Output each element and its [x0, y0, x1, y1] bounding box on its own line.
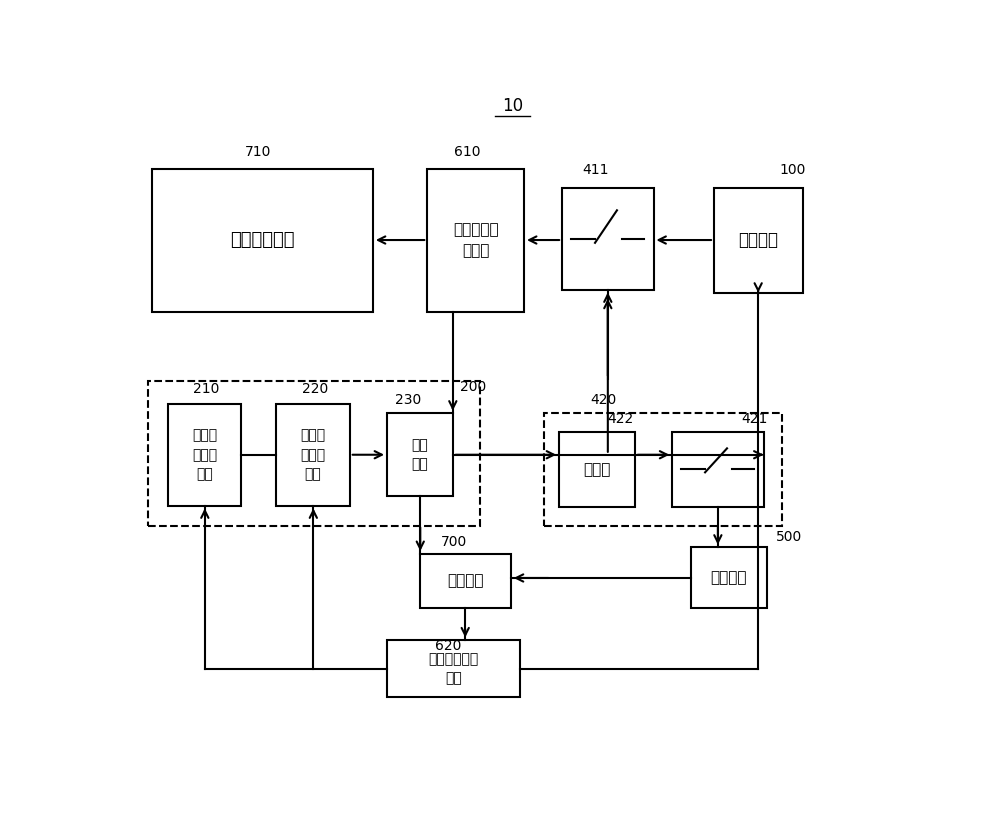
Text: 第二温
度检测
装置: 第二温 度检测 装置 — [300, 428, 326, 481]
Bar — [691, 548, 767, 609]
Bar — [562, 188, 654, 290]
Text: 第一电源控
制装置: 第一电源控 制装置 — [453, 223, 498, 258]
Bar — [714, 188, 803, 293]
Bar — [387, 413, 453, 496]
Bar — [276, 404, 350, 506]
Bar — [544, 412, 782, 526]
Text: 610: 610 — [454, 145, 481, 159]
Text: 411: 411 — [582, 163, 609, 177]
Text: 210: 210 — [193, 382, 220, 396]
Bar — [420, 554, 511, 609]
Text: 系统功能装置: 系统功能装置 — [230, 231, 295, 249]
Text: 421: 421 — [741, 412, 768, 427]
Bar — [168, 404, 241, 506]
Text: 422: 422 — [607, 412, 633, 427]
Text: 报警装置: 报警装置 — [447, 573, 483, 589]
Bar — [387, 640, 520, 697]
Text: 420: 420 — [590, 393, 616, 407]
Text: 620: 620 — [435, 639, 461, 653]
Bar — [148, 381, 480, 526]
Text: 与门
电路: 与门 电路 — [412, 438, 428, 472]
Bar — [672, 431, 764, 507]
Text: 700: 700 — [441, 535, 467, 549]
Text: 220: 220 — [302, 382, 328, 396]
Bar — [152, 169, 373, 312]
Text: 反相器: 反相器 — [583, 462, 611, 477]
Text: 第一温
度检测
装置: 第一温 度检测 装置 — [192, 428, 217, 481]
Text: 100: 100 — [780, 163, 806, 177]
Text: 500: 500 — [776, 530, 802, 544]
Text: 第二电源控制
装置: 第二电源控制 装置 — [428, 652, 479, 686]
Bar — [427, 169, 524, 312]
Text: 230: 230 — [395, 393, 421, 407]
Text: 710: 710 — [245, 145, 272, 159]
Bar — [559, 431, 635, 507]
Text: 10: 10 — [502, 97, 523, 115]
Text: 加热负载: 加热负载 — [710, 570, 747, 586]
Text: 200: 200 — [460, 380, 486, 394]
Text: 供电电源: 供电电源 — [739, 231, 779, 249]
